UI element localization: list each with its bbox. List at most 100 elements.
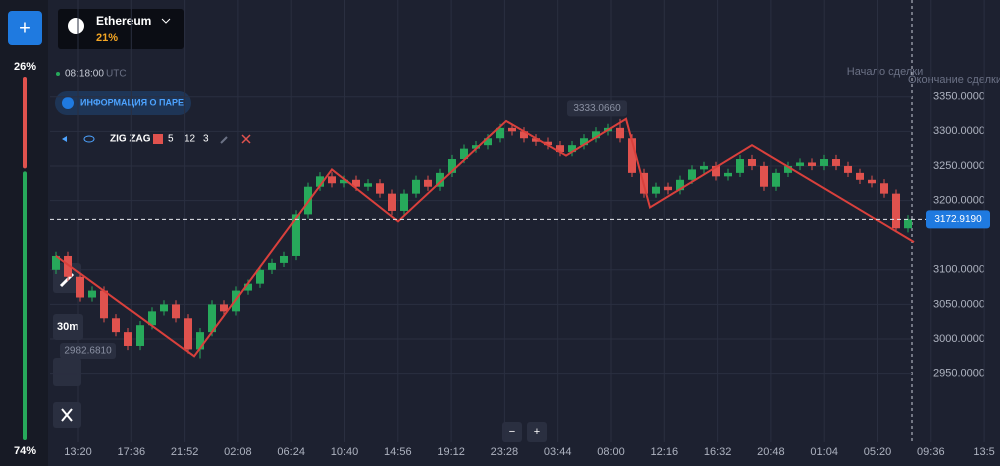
- candle-body: [856, 172, 864, 180]
- y-tick-label: 3100.0000: [933, 264, 985, 276]
- zoom-in-label: +: [534, 426, 540, 438]
- candle-body: [784, 165, 792, 173]
- clock-zone: UTC: [106, 69, 127, 80]
- indicator-param: 12: [184, 134, 196, 145]
- candle-body: [532, 138, 540, 142]
- candle-body: [736, 159, 744, 173]
- candle-body: [328, 176, 336, 184]
- zoom-in[interactable]: [527, 422, 547, 442]
- candle-body: [628, 138, 636, 173]
- candle-body: [796, 162, 804, 166]
- candle-body: [580, 138, 588, 146]
- candle-body: [760, 165, 768, 187]
- x-tick-label: 03:44: [544, 446, 572, 458]
- candle-body: [88, 290, 96, 298]
- candle-body: [376, 183, 384, 194]
- x-tick-label: 14:56: [384, 446, 412, 458]
- info-icon: [62, 97, 74, 109]
- candle-body: [424, 179, 432, 187]
- x-tick-label: 05:20: [864, 446, 892, 458]
- chart: 2950.0000 3000.0000 3050.0000 3100.0000 3200…: [50, 0, 995, 458]
- x-tick-label: 10:40: [331, 446, 359, 458]
- min-marker-box: [60, 343, 116, 360]
- candle-body: [676, 179, 684, 191]
- x-tick-label: 19:12: [437, 446, 465, 458]
- candle-body: [880, 183, 888, 194]
- indicator-param: 3: [203, 134, 209, 145]
- collapse-icon[interactable]: [62, 136, 67, 142]
- candle-body: [472, 145, 480, 149]
- candle-body: [616, 127, 624, 139]
- y-tick-label: 3350.0000: [933, 91, 985, 103]
- candle-body: [508, 127, 516, 132]
- candle-body: [904, 219, 912, 229]
- candle-body: [292, 214, 300, 256]
- candle-body: [748, 159, 756, 166]
- indicator-color[interactable]: [153, 134, 163, 144]
- x-tick-label: 21:52: [171, 446, 199, 458]
- candle-body: [568, 145, 576, 153]
- clock-time: 08:18:00: [65, 69, 104, 80]
- sell-percent: 26%: [14, 61, 36, 73]
- y-tick-label: 3250.0000: [933, 160, 985, 172]
- candle-body: [316, 176, 324, 187]
- candle-body: [772, 172, 780, 187]
- remove-icon[interactable]: [241, 134, 251, 144]
- timeframe-button[interactable]: [53, 314, 83, 340]
- add-button[interactable]: [8, 11, 42, 45]
- candle-body: [544, 141, 552, 146]
- dropdown-arrow: [161, 18, 171, 24]
- candle-body: [124, 332, 132, 346]
- candle-body: [280, 255, 288, 263]
- zigzag-line: [55, 117, 915, 358]
- candle-body: [412, 179, 420, 194]
- candle-body: [172, 304, 180, 319]
- x-tick-label: 06:24: [277, 446, 305, 458]
- candle-body: [868, 179, 876, 184]
- visibility-icon[interactable]: [83, 135, 95, 143]
- y-tick-label: 3300.0000: [933, 125, 985, 137]
- tools-icon: [61, 408, 73, 422]
- current-price-box: [926, 210, 990, 229]
- y-tick-label: 3050.0000: [933, 298, 985, 310]
- edit-icon[interactable]: [220, 136, 228, 144]
- candle-body: [112, 318, 120, 333]
- candle-body: [208, 304, 216, 333]
- candle-body: [496, 127, 504, 139]
- x-tick-label: 23:28: [491, 446, 519, 458]
- candle-body: [52, 255, 60, 270]
- max-marker-box: [567, 100, 627, 117]
- zoom-out[interactable]: [502, 422, 522, 442]
- zoom-out-label: −: [509, 426, 515, 438]
- current-price-label: 3172.9190: [934, 214, 982, 225]
- x-tick-label: 17:36: [118, 446, 146, 458]
- candle-body: [388, 193, 396, 211]
- asset-payout: 21%: [96, 32, 118, 44]
- candle-body: [832, 159, 840, 166]
- info-label: ИНФОРМАЦИЯ О ПАРЕ: [80, 97, 184, 107]
- candle-body: [484, 138, 492, 146]
- candle-body: [160, 304, 168, 312]
- candle-body: [820, 159, 828, 166]
- candle-body: [268, 262, 276, 270]
- timeframe: 30m: [57, 321, 79, 333]
- indicator-param: 5: [168, 134, 174, 145]
- asset-flag: [68, 18, 84, 34]
- x-tick-label: 01:04: [810, 446, 838, 458]
- candle-body: [244, 283, 252, 291]
- add-icon: +: [19, 17, 31, 39]
- asset-selector[interactable]: [58, 9, 184, 49]
- x-tick-label: 16:32: [704, 446, 732, 458]
- candle-body: [664, 186, 672, 191]
- x-tick-label: 08:00: [597, 446, 625, 458]
- candle-body: [652, 186, 660, 194]
- x-tick-label: 12:16: [651, 446, 679, 458]
- live-dot: [56, 72, 60, 76]
- x-tick-label: 20:48: [757, 446, 785, 458]
- candle-body: [460, 148, 468, 160]
- chart-type-button[interactable]: [53, 358, 81, 386]
- candle-body: [340, 179, 348, 184]
- trade-end: Окончание сделки: [908, 74, 1000, 86]
- candle-body: [364, 183, 372, 187]
